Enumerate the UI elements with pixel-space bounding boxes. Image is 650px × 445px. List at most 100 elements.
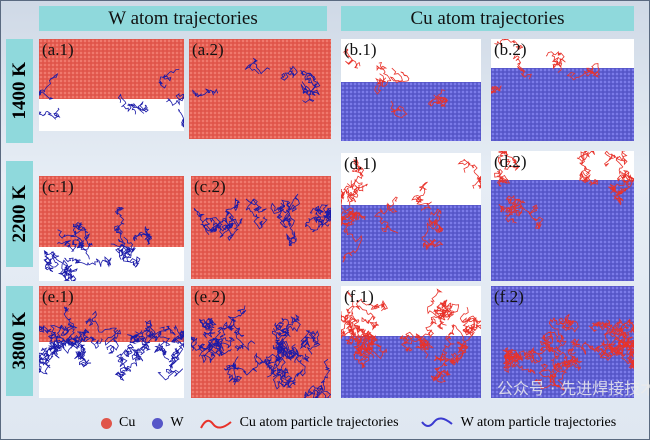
cu-atoms-region [189, 39, 331, 139]
trajectory-plot [43, 206, 153, 281]
w-trajectory [40, 334, 61, 361]
cu-trajectory [389, 67, 410, 83]
w-trajectory [209, 210, 234, 238]
w-trajectory [158, 69, 180, 89]
cu-trajectory [502, 347, 524, 373]
cu-trajectory [513, 55, 532, 80]
w-trajectory [221, 218, 243, 241]
cu-atoms-region [39, 176, 184, 248]
w-trajectory [227, 305, 256, 352]
trajectory-plot [39, 306, 184, 382]
cu-trajectory [433, 303, 460, 330]
row-label-text: 3800 K [9, 312, 30, 370]
cu-trajectory [346, 158, 364, 190]
cu-trajectory [548, 313, 579, 336]
cu-trajectory [430, 355, 451, 383]
cu-trajectory [440, 335, 469, 366]
trajectory-plot [502, 313, 634, 391]
w-trajectory [49, 336, 74, 359]
w-atoms-region [491, 179, 634, 281]
cu-trajectory [591, 319, 634, 337]
cu-trajectory [599, 339, 634, 361]
cu-trajectory [399, 331, 435, 352]
row-label-text: 1400 K [9, 62, 30, 120]
cu-trajectory [355, 298, 388, 331]
w-trajectory [245, 198, 268, 230]
w-atoms-region [341, 81, 481, 141]
panel-f1: (f.1) [341, 286, 481, 398]
w-trajectory [270, 193, 300, 214]
cu-trajectory [578, 167, 599, 186]
w-trajectory [55, 326, 83, 350]
w-trajectory [39, 306, 79, 337]
cu-trajectory [545, 50, 566, 66]
cu-trajectory [457, 158, 481, 189]
cu-trajectory [427, 94, 448, 107]
cu-trajectory [374, 196, 399, 234]
panel-c1: (c.1) [39, 176, 184, 281]
w-trajectory [114, 206, 131, 259]
panel-label: (a.2) [192, 40, 224, 59]
row-label-1400k: 1400 K [6, 39, 33, 143]
cu-trajectory [611, 185, 627, 205]
watermark: 公众号 · 先进焊接技术 [497, 379, 650, 398]
row-label-2200k: 2200 K [6, 161, 33, 267]
cu-trajectory [546, 339, 581, 373]
w-trajectory [143, 319, 161, 345]
cu-trajectory [608, 171, 627, 196]
cu-trajectory [497, 151, 520, 171]
w-trajectory [192, 88, 219, 98]
cu-trajectory [342, 48, 361, 69]
panel-d2: (d.2) [491, 151, 634, 281]
w-trajectory [273, 314, 301, 335]
cu-trajectory [566, 67, 595, 81]
panel-a2: (a.2) [189, 39, 331, 139]
trajectory-plot [39, 69, 184, 128]
panel-f2: (f.2) [491, 286, 634, 398]
w-trajectory [39, 72, 59, 100]
w-trajectory [57, 328, 103, 350]
panel-e2: (e.2) [191, 286, 331, 398]
cu-trajectory [341, 320, 374, 344]
w-trajectory [39, 352, 51, 375]
panel-label: (c.1) [42, 177, 74, 196]
w-trajectory [264, 347, 295, 378]
trajectory-plot [341, 288, 481, 383]
w-trajectory [300, 81, 310, 96]
w-trajectory [300, 70, 316, 84]
cu-trajectory [514, 202, 544, 229]
panel-b1: (b.1) [341, 39, 481, 141]
panel-label: (f.2) [494, 287, 524, 306]
cu-trajectory [346, 183, 368, 206]
cu-atoms-region [39, 39, 184, 99]
legend: Cu W Cu atom particle trajectories W ato… [101, 411, 616, 435]
row-label-text: 2200 K [9, 185, 30, 243]
w-trajectory [280, 353, 310, 388]
panel-label: (e.1) [42, 287, 74, 306]
legend-cu-trajectories: Cu atom particle trajectories [239, 415, 399, 430]
w-trajectory [110, 243, 141, 268]
w-trajectory [60, 259, 78, 281]
w-trajectory-icon [420, 417, 453, 427]
w-trajectory [171, 324, 184, 354]
w-trajectory [206, 321, 233, 354]
w-trajectory [244, 57, 271, 75]
w-trajectory [131, 101, 149, 115]
trajectory-plot [494, 151, 634, 229]
w-trajectory [124, 343, 148, 362]
panel-label: (a.1) [42, 40, 74, 59]
w-trajectory [117, 93, 145, 114]
w-trajectory [85, 310, 121, 354]
legend-w-trajectories: W atom particle trajectories [460, 415, 617, 430]
panel-label: (b.2) [494, 40, 527, 59]
w-trajectory [276, 201, 295, 229]
w-trajectory [64, 256, 112, 268]
legend-cu: Cu [119, 415, 136, 430]
panel-label: (d.2) [494, 152, 527, 171]
w-dot-icon [152, 417, 164, 429]
trajectory-plot [341, 158, 481, 263]
panel-d1: (d.1) [341, 153, 481, 281]
cu-trajectory [436, 299, 452, 330]
panel-c2: (c.2) [191, 176, 331, 279]
